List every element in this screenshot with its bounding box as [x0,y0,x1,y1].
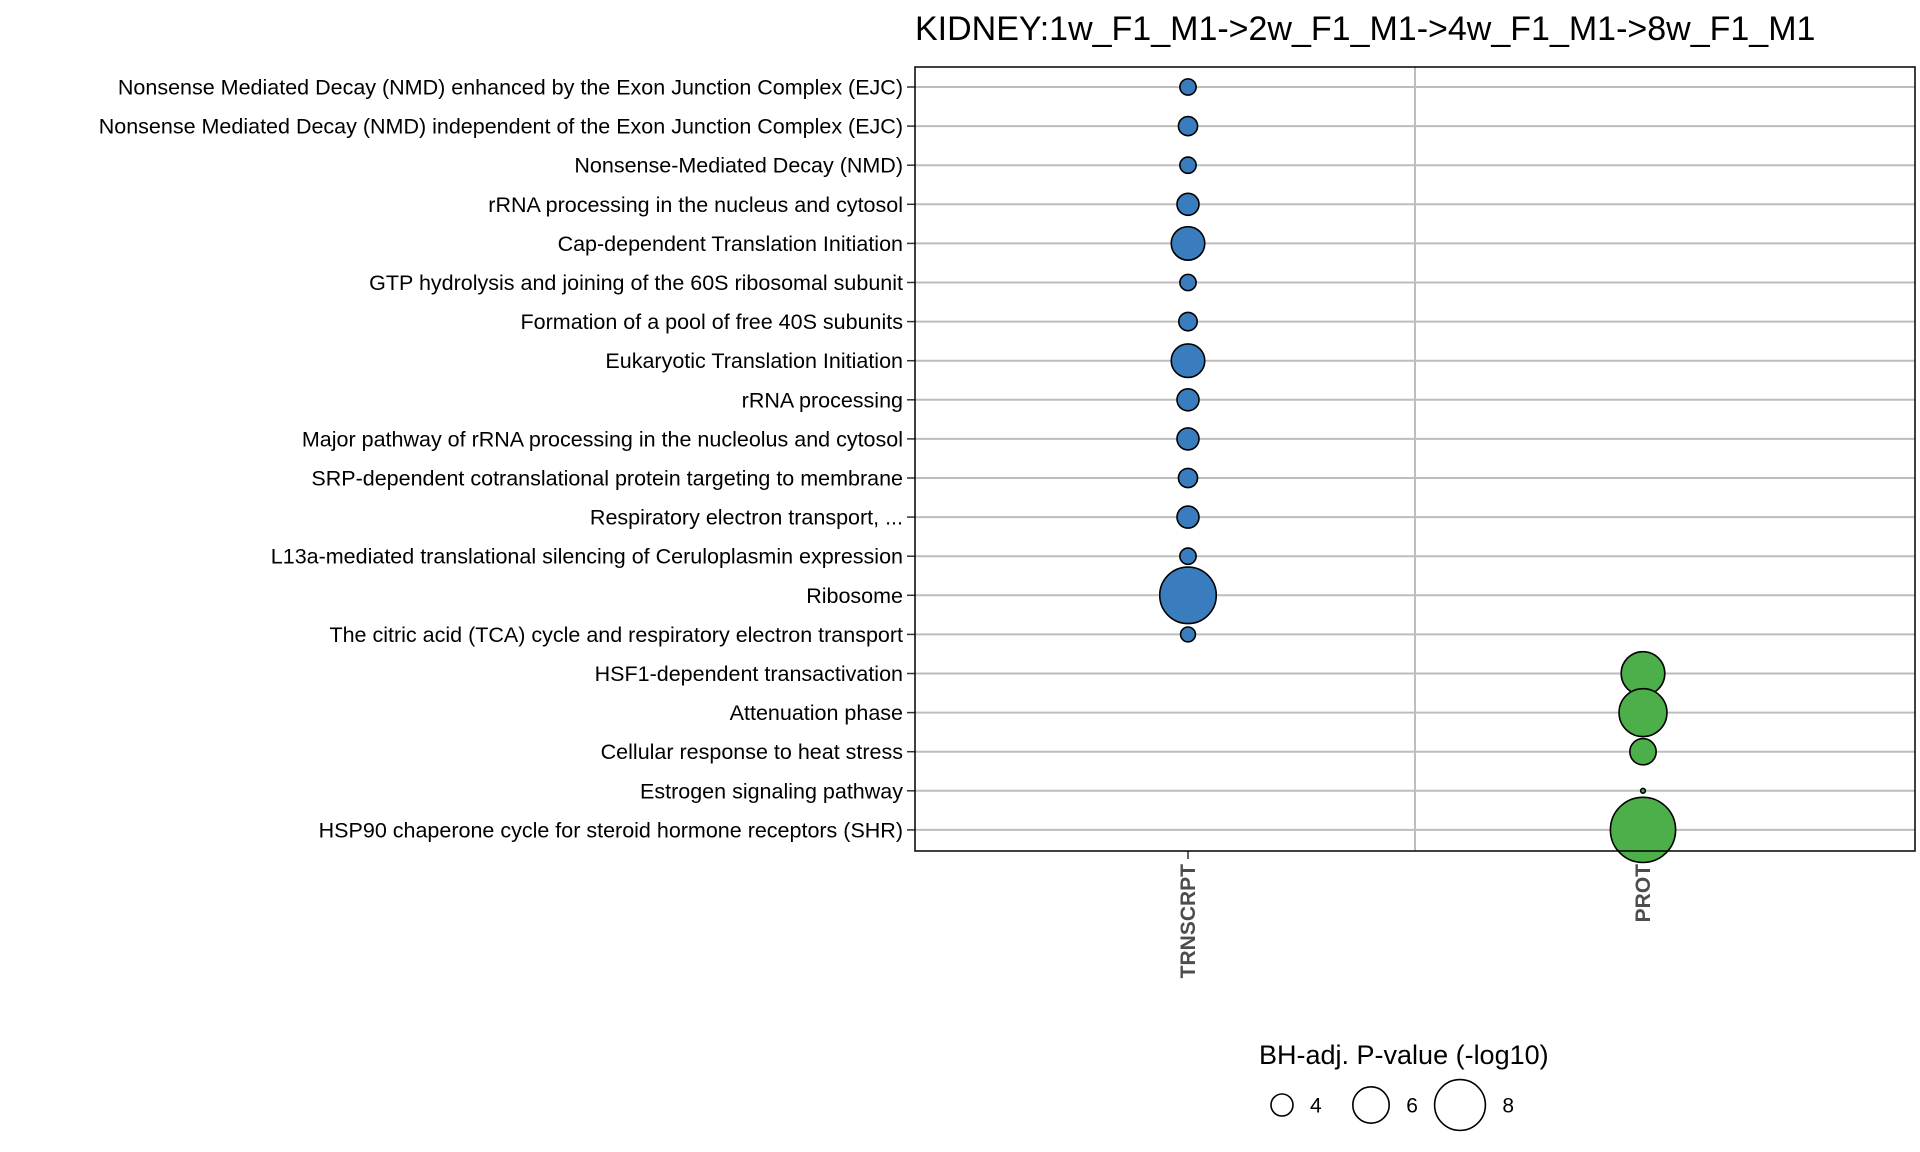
data-point [1176,192,1200,217]
legend-key-label: 8 [1502,1095,1514,1118]
x-axis: TRNSCRPT PROT [1177,851,1655,978]
chart-title: KIDNEY:1w_F1_M1->2w_F1_M1->4w_F1_M1->8w_… [915,10,1815,48]
data-point [1178,311,1199,332]
legend-key-circle [1270,1093,1294,1117]
y-tick-label: Cap-dependent Translation Initiation [558,232,903,256]
data-point [1177,467,1199,489]
data-point [1179,78,1197,96]
x-tick-label: PROT [1632,864,1655,923]
panel-grid [915,67,1915,851]
y-tick-label: Nonsense-Mediated Decay (NMD) [574,154,903,178]
y-tick-label: GTP hydrolysis and joining of the 60S ri… [369,271,903,295]
y-tick-label: HSP90 chaperone cycle for steroid hormon… [319,818,903,842]
data-point [1639,787,1647,794]
y-axis: Nonsense Mediated Decay (NMD) enhanced b… [99,76,915,842]
y-tick-label: SRP-dependent cotranslational protein ta… [311,467,903,491]
data-point [1158,566,1218,625]
y-tick-label: Major pathway of rRNA processing in the … [302,427,903,451]
y-tick-label: Cellular response to heat stress [601,740,903,764]
y-tick-label: HSF1-dependent transactivation [595,662,903,686]
x-tick-label: TRNSCRPT [1177,864,1200,979]
y-tick-label: The citric acid (TCA) cycle and respirat… [329,623,903,647]
y-tick-label: Formation of a pool of free 40S subunits [521,310,903,334]
data-point [1177,115,1199,137]
size-legend: BH-adj. P-value (-log10) 4 6 8 [1259,1040,1549,1132]
legend-key-circle [1352,1086,1391,1125]
y-tick-label: Estrogen signaling pathway [640,779,903,803]
y-tick-label: Attenuation phase [730,701,903,725]
legend-key-label: 6 [1406,1095,1418,1118]
y-tick-label: Respiratory electron transport, ... [590,506,903,530]
data-point [1629,737,1657,766]
data-points [1158,78,1677,864]
panel-border [914,66,1916,852]
legend-key-circle [1433,1078,1487,1132]
y-tick-label: rRNA processing [742,388,903,412]
y-tick-label: L13a-mediated translational silencing of… [271,545,903,569]
data-point [1176,427,1200,451]
data-point [1179,547,1197,566]
data-point [1176,505,1200,529]
data-point [1179,626,1197,643]
data-point [1609,796,1677,864]
data-point [1176,387,1200,412]
legend-title: BH-adj. P-value (-log10) [1259,1040,1549,1070]
data-point [1170,343,1206,379]
y-tick-label: Ribosome [806,584,903,608]
y-tick-label: Nonsense Mediated Decay (NMD) independen… [99,115,903,139]
y-tick-label: Eukaryotic Translation Initiation [605,349,903,373]
data-point [1170,225,1206,261]
data-point [1179,156,1197,175]
legend-key-label: 4 [1310,1095,1322,1118]
y-tick-label: Nonsense Mediated Decay (NMD) enhanced b… [118,76,903,100]
data-point [1179,273,1197,292]
y-tick-label: rRNA processing in the nucleus and cytos… [488,193,903,217]
data-point [1618,687,1668,738]
